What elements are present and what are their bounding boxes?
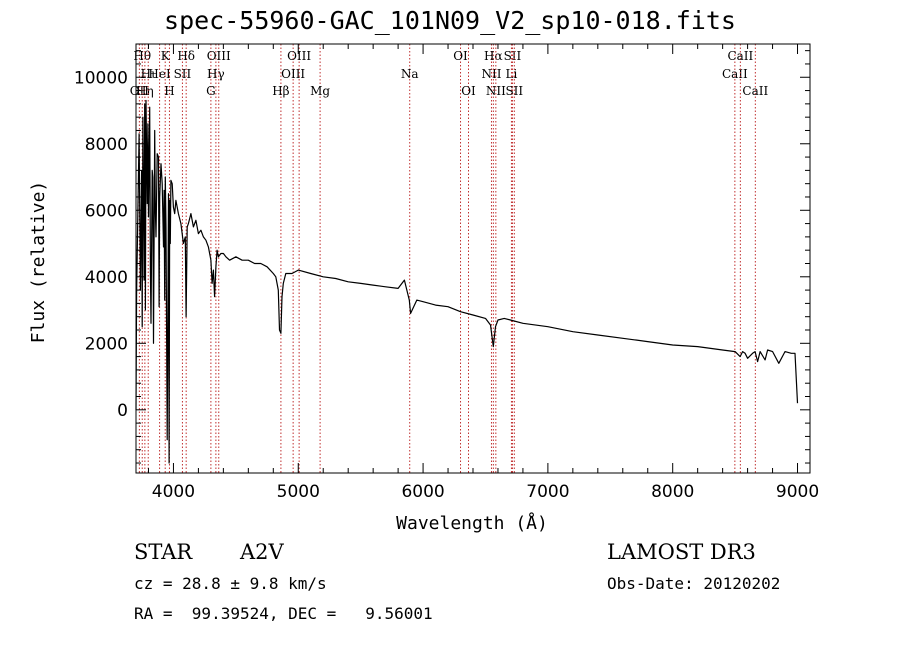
line-label-16: Na	[401, 67, 419, 81]
line-label-20: Hα	[484, 49, 503, 63]
object-class: STAR	[134, 540, 193, 564]
x-tick-label-8000: 8000	[651, 482, 694, 502]
y-tick-label-0: 0	[117, 401, 128, 421]
coordinates: RA = 99.39524, DEC = 9.56001	[134, 604, 433, 623]
y-tick-label-8000: 8000	[85, 135, 128, 155]
spectrum-plot-area	[135, 99, 799, 464]
x-axis-label: Wavelength (Å)	[396, 512, 548, 534]
line-label-18: OI	[461, 84, 476, 98]
observation-date: Obs-Date: 20120202	[607, 574, 781, 593]
line-label-25: CaII	[722, 67, 748, 81]
y-tick-label-2000: 2000	[85, 334, 128, 354]
line-label-19: NII	[481, 67, 501, 81]
x-tick-label-6000: 6000	[401, 482, 444, 502]
y-tick-label-10000: 10000	[74, 68, 128, 88]
line-label-14: OIII	[287, 49, 311, 63]
x-axis: 4000 5000 6000 7000 8000 9000	[147, 44, 819, 502]
survey-name: LAMOST DR3	[607, 540, 756, 564]
object-subclass: A2V	[240, 540, 284, 564]
line-label-7: SII	[174, 67, 192, 81]
line-label-9: G	[206, 84, 216, 98]
y-axis-label: Flux (relative)	[28, 181, 49, 344]
y-tick-label-6000: 6000	[85, 201, 128, 221]
line-label-22: Li	[506, 67, 518, 81]
line-label-8: Hδ	[177, 49, 195, 63]
plot-frame	[135, 43, 811, 474]
line-label-24: SII	[505, 84, 523, 98]
x-tick-label-4000: 4000	[152, 482, 195, 502]
line-label-4: HeI	[148, 67, 171, 81]
y-axis: 0 2000 4000 6000 8000 10000	[74, 50, 810, 464]
spectral-line-markers: OIIHθHηHιHeIKHSIIHδGHγOIIIHβOIIIOIIIMgNa…	[130, 44, 768, 473]
redshift-velocity: cz = 28.8 ± 9.8 km/s	[134, 574, 327, 593]
x-tick-label-7000: 7000	[526, 482, 569, 502]
line-label-5: K	[161, 49, 171, 63]
line-label-2: Hη	[136, 84, 154, 98]
line-label-11: OIII	[207, 49, 231, 63]
line-label-6: H	[164, 84, 174, 98]
line-label-10: Hγ	[207, 67, 225, 81]
line-label-12: Hβ	[272, 84, 289, 98]
line-label-21: NII	[486, 84, 506, 98]
line-label-15: Mg	[310, 84, 330, 98]
chart-title: spec-55960-GAC_101N09_V2_sp10-018.fits	[164, 6, 736, 35]
line-label-26: CaII	[727, 49, 753, 63]
line-label-23: SII	[504, 49, 522, 63]
line-label-13: OIII	[281, 67, 305, 81]
spectrum-line	[135, 99, 799, 464]
y-tick-label-4000: 4000	[85, 268, 128, 288]
x-tick-label-5000: 5000	[277, 482, 320, 502]
line-label-1: Hθ	[133, 49, 151, 63]
x-tick-label-9000: 9000	[776, 482, 819, 502]
line-label-17: OI	[453, 49, 468, 63]
line-label-27: CaII	[742, 84, 768, 98]
